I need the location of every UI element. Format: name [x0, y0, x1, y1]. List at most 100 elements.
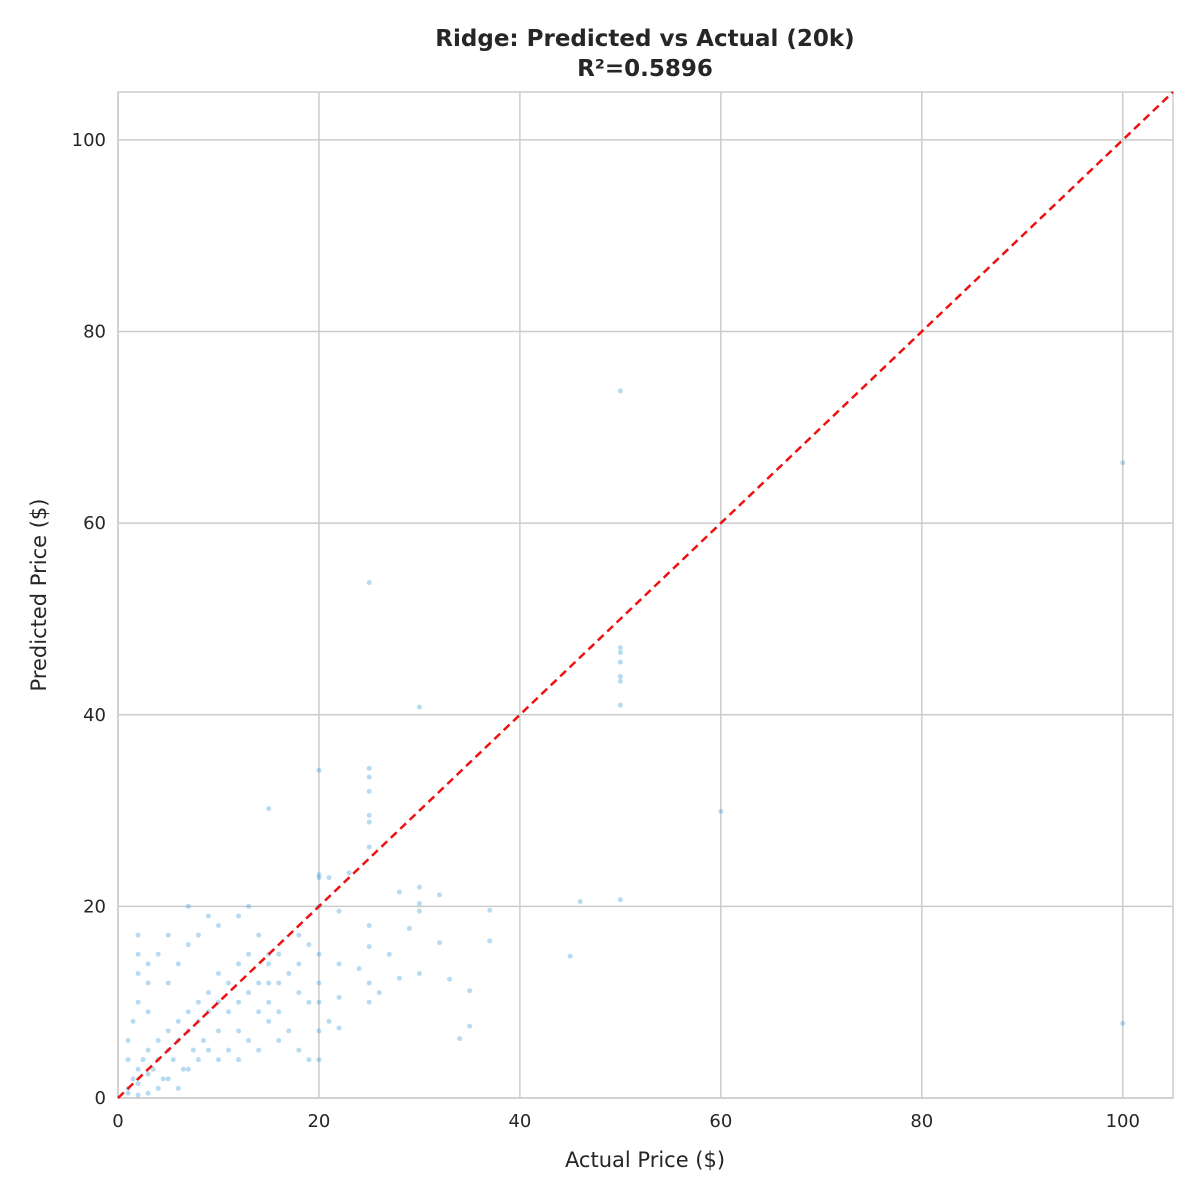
point — [316, 1057, 322, 1063]
point — [185, 1066, 191, 1072]
point — [316, 872, 322, 878]
x-tick-label: 60 — [709, 1111, 732, 1132]
point — [617, 897, 623, 903]
y-tick-label: 20 — [83, 896, 106, 917]
point — [467, 988, 473, 994]
x-tick-label: 40 — [508, 1111, 531, 1132]
point — [145, 980, 151, 986]
point — [276, 951, 282, 957]
point — [125, 1038, 131, 1044]
point — [336, 961, 342, 967]
point — [296, 961, 302, 967]
point — [236, 913, 242, 919]
point — [366, 944, 372, 950]
point — [185, 1009, 191, 1015]
x-tick-label: 100 — [1106, 1111, 1140, 1132]
point — [236, 1057, 242, 1063]
point — [617, 678, 623, 684]
y-tick-label: 40 — [83, 705, 106, 726]
point — [617, 649, 623, 655]
point — [135, 1081, 141, 1087]
point — [617, 659, 623, 665]
point — [316, 1028, 322, 1034]
point — [617, 388, 623, 394]
point — [226, 980, 232, 986]
point — [195, 999, 201, 1005]
point — [180, 1066, 186, 1072]
point — [296, 932, 302, 938]
point — [617, 673, 623, 679]
point — [236, 1028, 242, 1034]
point — [1120, 460, 1126, 466]
point — [366, 844, 372, 850]
point — [366, 819, 372, 825]
point — [306, 942, 312, 948]
y-tick-label: 80 — [83, 322, 106, 343]
point — [165, 1028, 171, 1034]
point — [366, 923, 372, 929]
point — [165, 980, 171, 986]
point — [150, 1066, 156, 1072]
point — [266, 1018, 272, 1024]
point — [396, 975, 402, 981]
point — [256, 1009, 262, 1015]
point — [215, 1057, 221, 1063]
point — [175, 1085, 181, 1091]
point — [416, 970, 422, 976]
point — [276, 980, 282, 986]
point — [205, 990, 211, 996]
point — [376, 990, 382, 996]
point — [356, 966, 362, 972]
point — [366, 765, 372, 771]
point — [266, 980, 272, 986]
point — [1120, 1020, 1126, 1026]
chart-subtitle: R²=0.5896 — [577, 56, 713, 82]
point — [316, 980, 322, 986]
y-tick-label: 60 — [83, 513, 106, 534]
point — [316, 875, 322, 881]
point — [416, 908, 422, 914]
point — [336, 1025, 342, 1031]
point — [467, 1023, 473, 1029]
point — [236, 999, 242, 1005]
point — [406, 925, 412, 931]
point — [276, 1009, 282, 1015]
point — [416, 704, 422, 710]
point — [266, 961, 272, 967]
x-tick-label: 0 — [112, 1111, 123, 1132]
x-axis-label: Actual Price ($) — [565, 1148, 725, 1172]
point — [135, 932, 141, 938]
point — [190, 1047, 196, 1053]
point — [246, 903, 252, 909]
point — [135, 999, 141, 1005]
point — [366, 774, 372, 780]
point — [145, 1009, 151, 1015]
point — [306, 1057, 312, 1063]
point — [215, 970, 221, 976]
point — [366, 580, 372, 586]
point — [236, 961, 242, 967]
point — [226, 1047, 232, 1053]
point — [185, 903, 191, 909]
point — [215, 923, 221, 929]
point — [296, 1047, 302, 1053]
point — [718, 809, 724, 815]
y-tick-label: 0 — [95, 1088, 106, 1109]
point — [266, 999, 272, 1005]
point — [205, 913, 211, 919]
point — [125, 1057, 131, 1063]
point — [195, 932, 201, 938]
point — [170, 1057, 176, 1063]
point — [617, 645, 623, 651]
point — [487, 907, 493, 913]
point — [256, 980, 262, 986]
point — [326, 1018, 332, 1024]
point — [135, 1066, 141, 1072]
point — [200, 1038, 206, 1044]
point — [165, 932, 171, 938]
point — [577, 899, 583, 905]
point — [256, 932, 262, 938]
point — [487, 938, 493, 944]
